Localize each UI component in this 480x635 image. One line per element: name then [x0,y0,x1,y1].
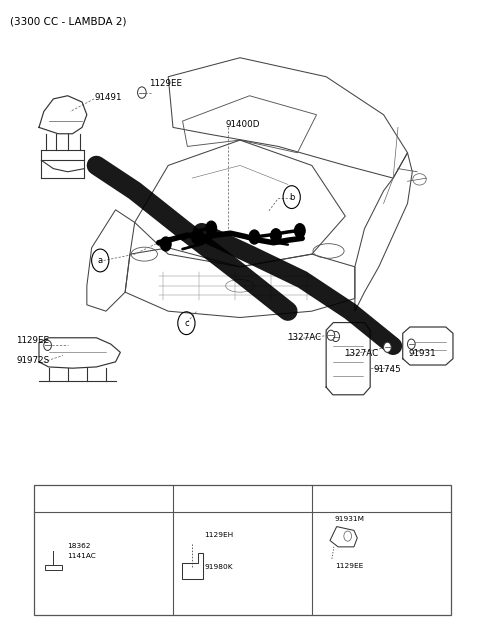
Text: 1129EE: 1129EE [16,337,49,345]
Text: (3300 CC - LAMBDA 2): (3300 CC - LAMBDA 2) [10,17,127,27]
Circle shape [49,540,57,551]
Circle shape [271,229,281,243]
Text: 1141AC: 1141AC [67,552,96,559]
Text: 91980K: 91980K [204,564,233,570]
Circle shape [408,339,415,349]
Text: 91400D: 91400D [226,120,260,129]
Text: 1129EE: 1129EE [149,79,182,88]
Text: 18362: 18362 [67,542,90,549]
Circle shape [206,221,216,235]
Text: c: c [320,494,324,503]
Text: 91972S: 91972S [16,356,50,365]
Text: 1327AC: 1327AC [344,349,379,358]
Circle shape [384,342,391,352]
Circle shape [138,87,146,98]
Circle shape [44,340,51,351]
FancyBboxPatch shape [34,485,451,615]
Text: b: b [289,192,294,202]
Text: a: a [42,494,47,503]
Text: 1327AC: 1327AC [287,333,321,342]
Circle shape [249,230,260,244]
Text: 91745: 91745 [373,365,401,374]
Text: a: a [98,256,103,265]
Text: 91931M: 91931M [335,516,365,522]
Text: 91491: 91491 [94,93,121,102]
Circle shape [192,230,202,244]
Circle shape [328,559,335,568]
Text: c: c [184,319,189,328]
Text: 91931: 91931 [408,349,436,358]
Circle shape [295,224,305,237]
Circle shape [327,330,335,340]
Text: 1129EE: 1129EE [335,563,363,569]
Circle shape [160,237,171,251]
Circle shape [188,534,196,544]
Text: 1129EH: 1129EH [204,533,233,538]
Circle shape [332,331,339,342]
Text: b: b [181,494,186,503]
